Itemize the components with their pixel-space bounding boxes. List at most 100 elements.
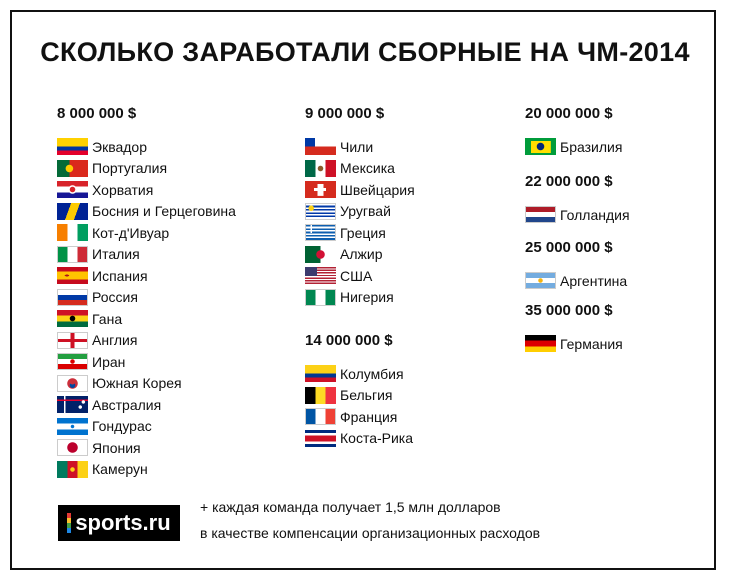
- team-row: Австралия: [57, 394, 236, 416]
- prize-group: 22 000 000 $ Голландия: [525, 172, 630, 226]
- flag-japan-icon: [57, 439, 88, 457]
- team-row: Коста-Рика: [305, 428, 413, 450]
- flag-mexico-icon: [305, 159, 336, 177]
- team-row: Камерун: [57, 459, 236, 481]
- prize-group: 8 000 000 $ Эквадор Португалия Хорватия Босн…: [57, 104, 236, 480]
- team-name: Испания: [92, 267, 148, 284]
- team-name: Гондурас: [92, 418, 152, 435]
- team-name: Бразилия: [560, 138, 623, 155]
- flag-ghana-icon: [57, 310, 88, 328]
- team-row: Гана: [57, 308, 236, 330]
- team-row: Франция: [305, 406, 413, 428]
- team-name: Кот-д'Ивуар: [92, 224, 170, 241]
- flag-belgium-icon: [305, 386, 336, 404]
- flag-chile-icon: [305, 138, 336, 156]
- team-name: Франция: [340, 408, 398, 425]
- footnote-line-2: в качестве компенсации организационных р…: [200, 525, 541, 541]
- team-name: Голландия: [560, 206, 630, 223]
- flag-ivory-coast-icon: [57, 224, 88, 242]
- flag-ecuador-icon: [57, 138, 88, 156]
- logo-dots-icon: [67, 513, 72, 533]
- team-name: Греция: [340, 224, 386, 241]
- flag-croatia-icon: [57, 181, 88, 199]
- team-row: Босния и Герцеговина: [57, 201, 236, 223]
- flag-russia-icon: [57, 288, 88, 306]
- team-name: Южная Корея: [92, 375, 182, 392]
- team-name: Аргентина: [560, 272, 628, 289]
- flag-switzerland-icon: [305, 181, 336, 199]
- team-name: Мексика: [340, 160, 395, 177]
- prize-group: 9 000 000 $ Чили Мексика Швейцария Уругвай Гр…: [305, 104, 415, 308]
- prize-amount: 22 000 000 $: [525, 173, 613, 190]
- flag-portugal-icon: [57, 159, 88, 177]
- team-name: Колумбия: [340, 365, 404, 382]
- flag-usa-icon: [305, 267, 336, 285]
- prize-amount: 14 000 000 $: [305, 332, 393, 349]
- flag-costa-rica-icon: [305, 429, 336, 447]
- team-name: Эквадор: [92, 138, 147, 155]
- team-name: Гана: [92, 310, 123, 327]
- team-row: Иран: [57, 351, 236, 373]
- team-name: Бельгия: [340, 387, 393, 404]
- team-name: Англия: [92, 332, 138, 349]
- team-row: Колумбия: [305, 363, 413, 385]
- team-name: Босния и Герцеговина: [92, 203, 236, 220]
- team-name: Уругвай: [340, 203, 391, 220]
- team-row: Испания: [57, 265, 236, 287]
- flag-greece-icon: [305, 224, 336, 242]
- flag-spain-icon: [57, 267, 88, 285]
- flag-argentina-icon: [525, 272, 556, 290]
- team-name: Германия: [560, 335, 623, 352]
- team-row: Южная Корея: [57, 373, 236, 395]
- flag-australia-icon: [57, 396, 88, 414]
- team-row: Хорватия: [57, 179, 236, 201]
- team-row: Эквадор: [57, 136, 236, 158]
- prize-group: 20 000 000 $ Бразилия: [525, 104, 622, 158]
- team-name: Чили: [340, 138, 374, 155]
- team-row: Англия: [57, 330, 236, 352]
- team-name: Португалия: [92, 160, 168, 177]
- team-row: Чили: [305, 136, 415, 158]
- team-row: Уругвай: [305, 201, 415, 223]
- flag-uruguay-icon: [305, 202, 336, 220]
- team-name: Хорватия: [92, 181, 154, 198]
- flag-france-icon: [305, 408, 336, 426]
- team-row: Кот-д'Ивуар: [57, 222, 236, 244]
- team-name: Италия: [92, 246, 140, 263]
- prize-group: 35 000 000 $ Германия: [525, 301, 623, 355]
- team-name: Иран: [92, 353, 126, 370]
- team-row: Аргентина: [525, 270, 627, 292]
- page-title: СКОЛЬКО ЗАРАБОТАЛИ СБОРНЫЕ НА ЧМ-2014: [40, 37, 690, 67]
- team-name: США: [340, 267, 373, 284]
- team-row: Италия: [57, 244, 236, 266]
- team-name: Камерун: [92, 461, 148, 478]
- team-row: Россия: [57, 287, 236, 309]
- flag-cameroon-icon: [57, 460, 88, 478]
- team-row: Бразилия: [525, 136, 622, 158]
- team-row: Португалия: [57, 158, 236, 180]
- team-row: Алжир: [305, 244, 415, 266]
- team-name: Швейцария: [340, 181, 415, 198]
- prize-group: 25 000 000 $ Аргентина: [525, 238, 627, 292]
- prize-amount: 9 000 000 $: [305, 105, 385, 122]
- prize-amount: 25 000 000 $: [525, 239, 613, 256]
- sports-ru-logo: sports.ru: [58, 505, 180, 541]
- team-row: Греция: [305, 222, 415, 244]
- team-row: Голландия: [525, 204, 630, 226]
- flag-brazil-icon: [525, 138, 556, 156]
- team-row: Мексика: [305, 158, 415, 180]
- footnote: + каждая команда получает 1,5 млн доллар…: [200, 494, 540, 546]
- infographic-frame: [10, 10, 716, 570]
- team-name: Нигерия: [340, 289, 394, 306]
- flag-south-korea-icon: [57, 374, 88, 392]
- team-row: США: [305, 265, 415, 287]
- team-name: Австралия: [92, 396, 162, 413]
- flag-algeria-icon: [305, 245, 336, 263]
- team-row: Бельгия: [305, 385, 413, 407]
- team-name: Алжир: [340, 246, 383, 263]
- footnote-line-1: + каждая команда получает 1,5 млн доллар…: [200, 499, 501, 515]
- team-row: Швейцария: [305, 179, 415, 201]
- flag-netherlands-icon: [525, 206, 556, 224]
- team-row: Нигерия: [305, 287, 415, 309]
- logo-text: sports.ru: [75, 510, 171, 535]
